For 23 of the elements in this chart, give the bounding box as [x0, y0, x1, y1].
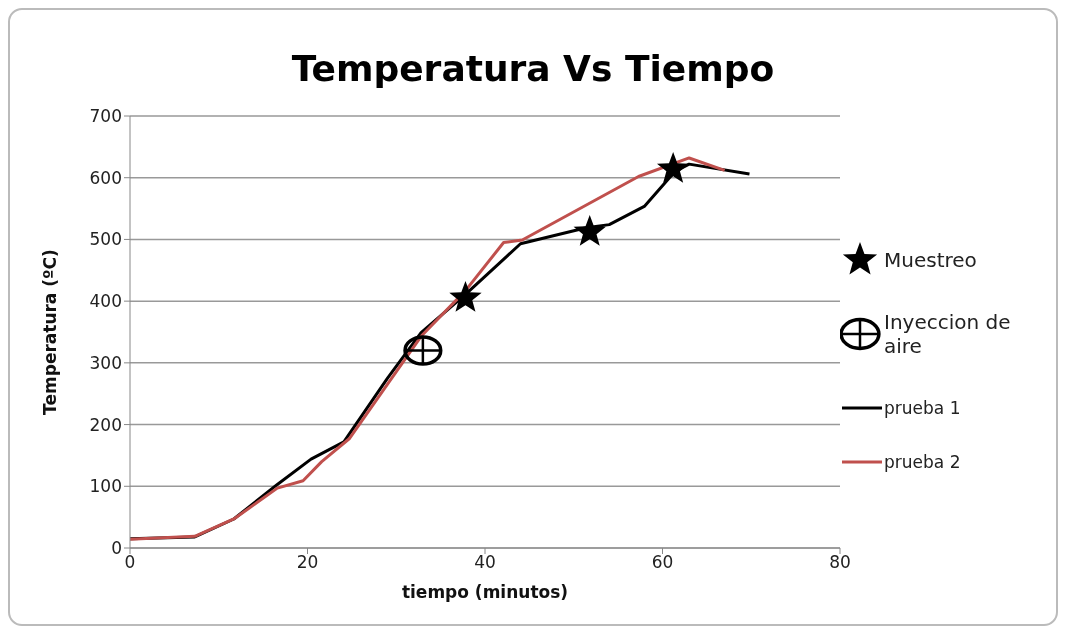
y-tick-label: 600 — [89, 167, 122, 188]
legend-label: prueba 1 — [884, 398, 962, 418]
legend-label: Muestreo — [884, 248, 978, 272]
y-tick-label: 500 — [89, 229, 122, 250]
legend-label: Inyeccion de aire — [884, 310, 1012, 358]
y-axis-title: Temperatura (ºC) — [40, 249, 61, 415]
chart-title: Temperatura Vs Tiempo — [290, 47, 776, 91]
y-tick-label: 700 — [89, 106, 122, 127]
x-tick-label: 0 — [124, 552, 136, 573]
x-tick-label: 20 — [296, 552, 319, 573]
point — [449, 281, 482, 312]
legend-label: prueba 2 — [884, 452, 962, 472]
y-tick-label: 100 — [89, 476, 122, 497]
point — [656, 152, 690, 183]
y-tick-label: 0 — [111, 538, 122, 559]
x-tick-label: 40 — [474, 552, 496, 573]
x-tick-label: 60 — [651, 552, 674, 573]
y-tick-label: 400 — [89, 291, 122, 312]
y-tick-label: 300 — [89, 352, 122, 373]
x-axis-title: tiempo (minutos) — [401, 582, 569, 602]
y-tick-label: 200 — [89, 414, 122, 435]
point — [573, 215, 606, 246]
x-tick-label: 80 — [829, 552, 851, 573]
